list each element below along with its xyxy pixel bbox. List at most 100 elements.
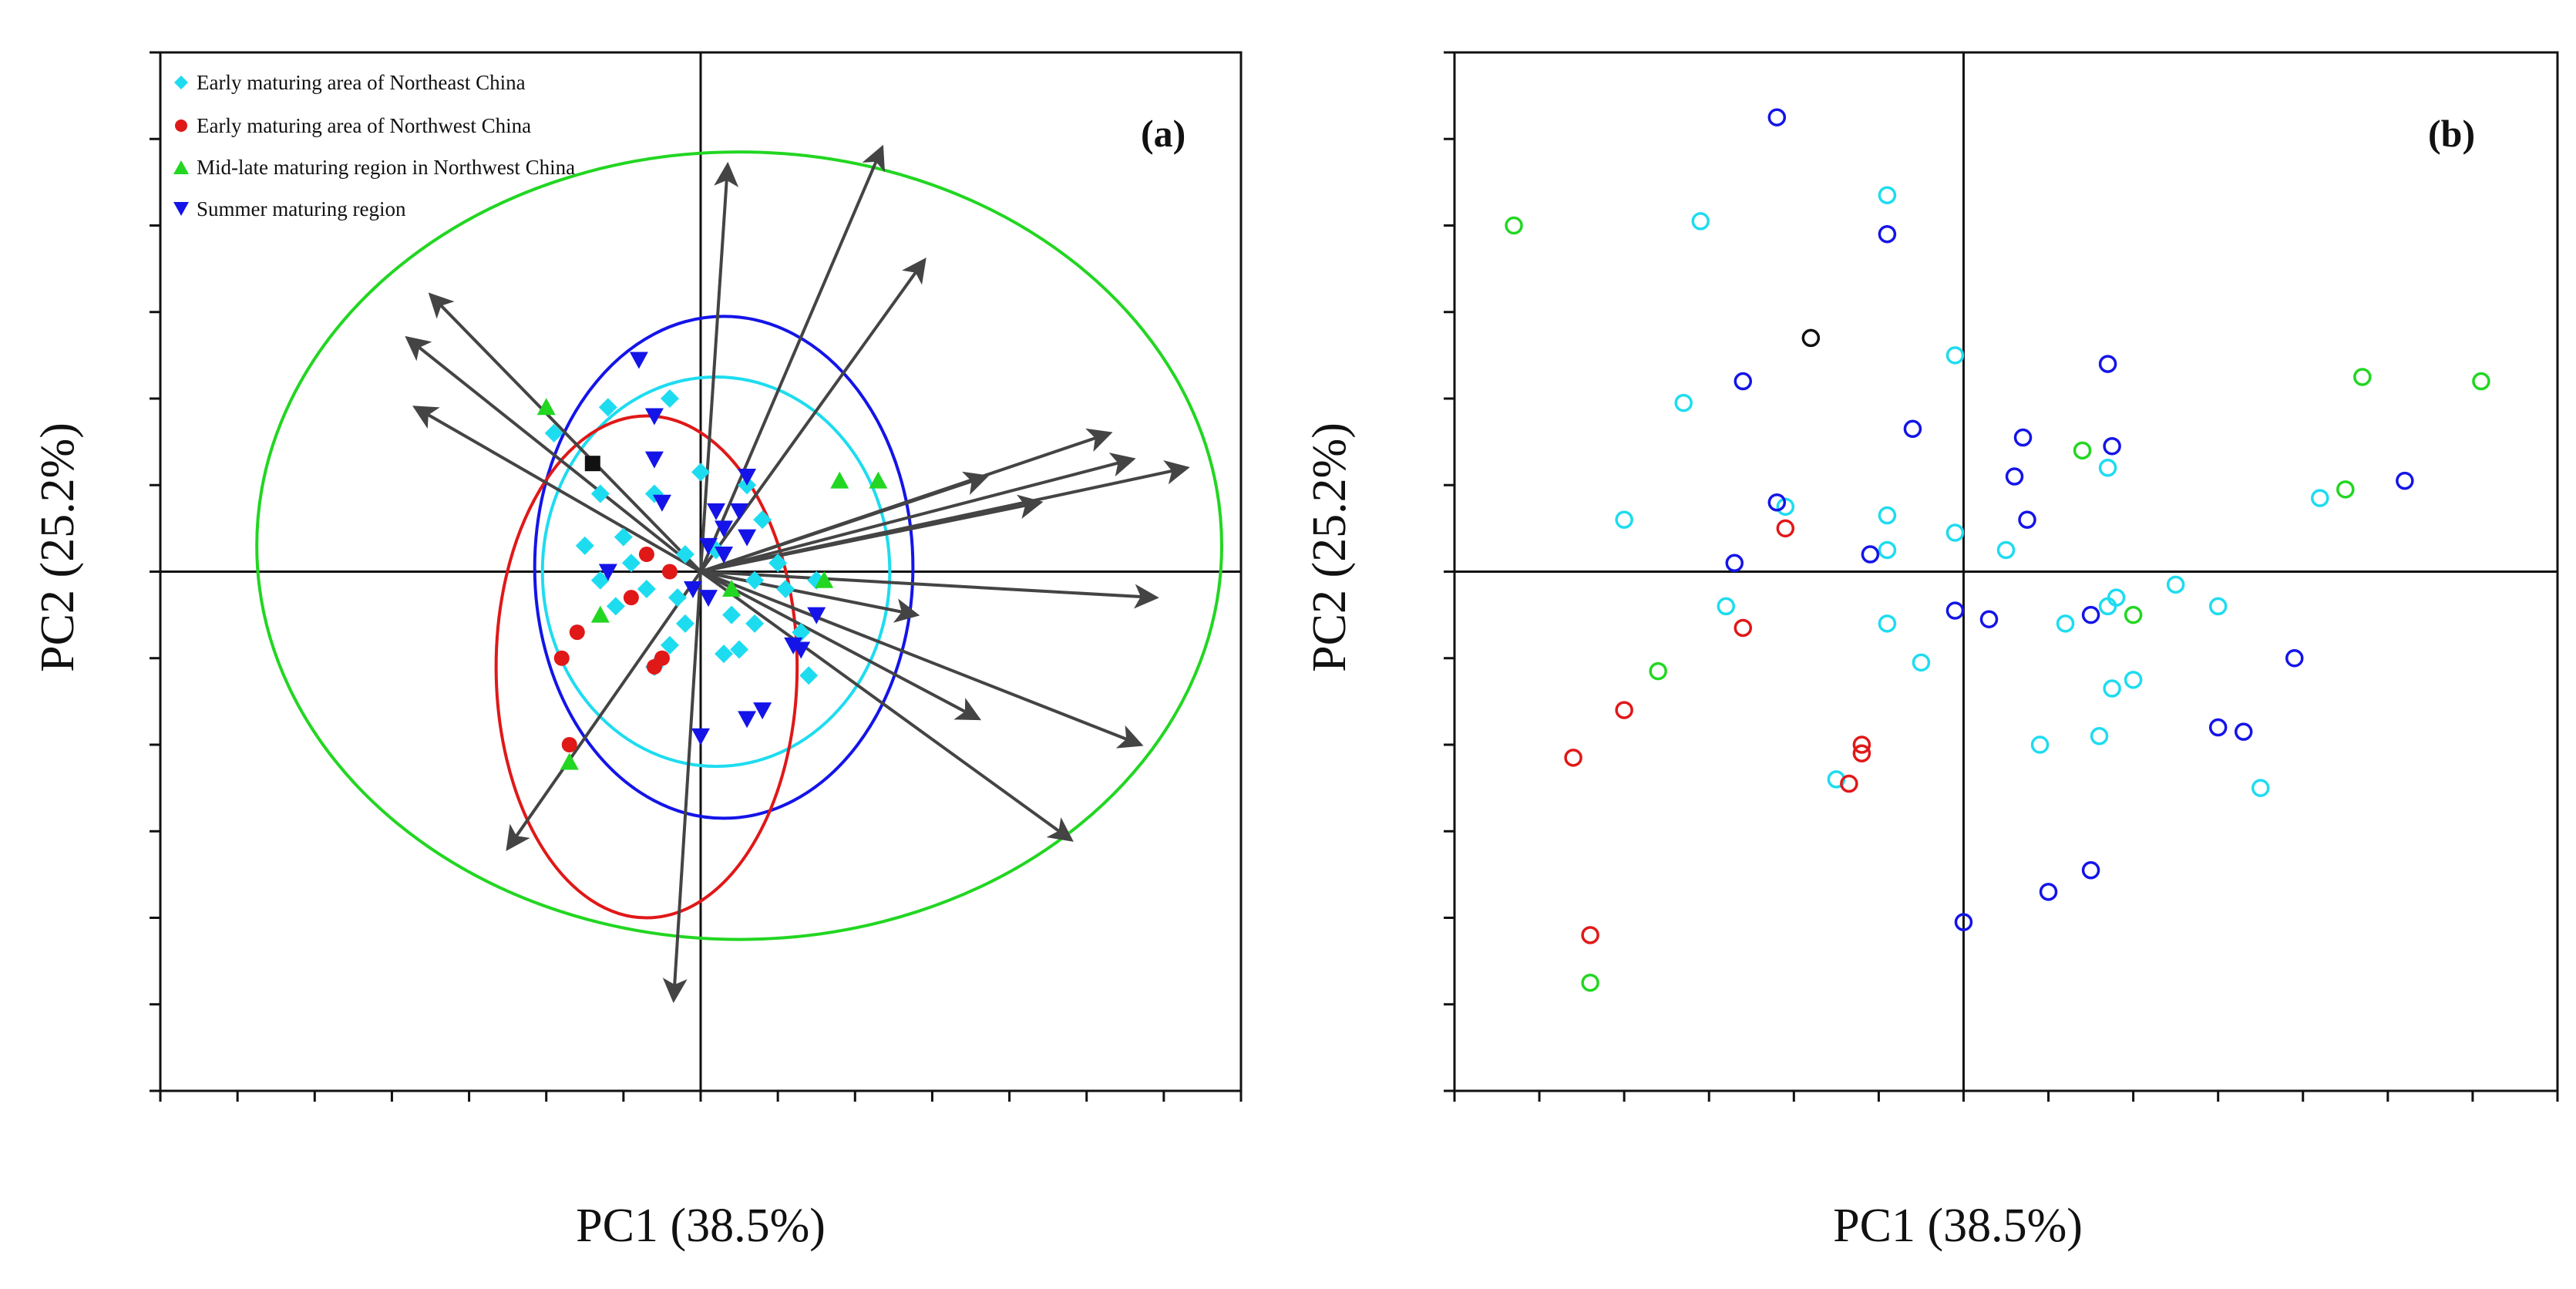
point-northeast [575,536,594,555]
point-northeast [2090,727,2109,745]
point-northwest [1581,926,1599,944]
point-northeast [2208,597,2228,616]
point-northeast [691,463,710,482]
panel-a-x-axis-label: PC1 (38.5%) [576,1200,826,1252]
legend-marker-diamond [174,76,188,89]
loading-arrow-arwd [699,144,886,573]
point-northeast [675,614,694,633]
point-northeast [1945,523,1965,542]
point-northeast [668,588,687,607]
point-summer [1954,913,1973,931]
point-northwest [1734,618,1753,638]
legend-marker-triangle-up [173,160,189,174]
point-northeast [745,570,765,590]
point-summer [2005,467,2024,486]
point-summer [1767,108,1787,126]
point-summer [738,469,757,486]
panel-b: (b) PC1 (38.5%) PC2 (25.2%) [1303,51,2559,1252]
point-northeast [715,644,734,664]
point-midlate [830,471,849,489]
loading-arrow-rsar [405,335,702,574]
loading-arrow-srl [506,570,702,851]
panel-b-y-axis-label: PC2 (25.2%) [1303,422,1356,672]
legend-label-northeast: Early maturing area of Northeast China [197,71,526,94]
point-northwest [561,737,577,752]
point-northwest [1852,744,1871,762]
point-northeast [1717,597,1735,616]
point-summer [730,503,749,520]
panel-a-label: (a) [1141,112,1185,155]
loading-arrow-rgr [700,570,982,721]
point-summer [598,564,617,581]
point-northeast [1674,393,1693,412]
point-other [1801,328,1821,348]
loading-arrow-rsm [700,570,920,623]
point-northeast [745,614,765,633]
point-northeast [544,423,563,443]
point-northeast [614,527,633,547]
legend-label-midlate: Mid-late maturing region in Northwest Ch… [197,156,575,179]
legend-item-summer: Summer maturing region [173,197,406,220]
point-mid-late [1649,661,1667,681]
point-midlate [869,471,888,489]
point-northeast [660,389,679,408]
point-summer [2234,722,2253,741]
point-summer [1979,610,1999,628]
point-summer [2018,510,2036,529]
point-summer [715,520,734,538]
ellipse-blue [533,315,915,820]
point-summer [2098,355,2117,373]
point-mid-late [2124,605,2143,624]
loading-arrow-arld [699,161,739,572]
legend-label-summer: Summer maturing region [197,197,406,220]
panel-a: Early maturing area of Northeast China E… [32,51,1243,1252]
loading-arrow-tra [700,570,1144,749]
point-northwest [1615,701,1633,719]
point-northeast [1945,346,1965,365]
legend-label-northwest: Early maturing area of Northwest China [197,114,531,137]
panel-a-loading-arrows [405,144,1190,1004]
panel-a-y-axis-label: PC2 (25.2%) [32,422,84,672]
point-mid-late [2336,480,2355,499]
point-summer [699,537,718,555]
point-northeast [598,398,617,417]
point-northeast [590,484,610,503]
point-summer [784,637,803,655]
point-northeast [590,570,610,590]
point-summer [1725,554,1744,573]
point-northeast [2103,679,2121,698]
point-summer [1945,601,1965,620]
point-summer [644,408,664,426]
point-other [584,456,600,472]
panel-b-points [1505,108,2490,992]
point-northeast [2098,597,2117,616]
point-summer [2013,428,2033,447]
point-mid-late [2472,372,2490,391]
point-northeast [2056,614,2075,633]
point-mid-late [1581,973,1599,992]
point-summer [2208,718,2228,737]
point-northeast [675,545,694,564]
point-mid-late [1505,216,1523,235]
point-summer [715,547,734,564]
point-northwest [1776,519,1795,538]
point-northeast [799,666,819,685]
panel-a-ellipses [255,150,1223,941]
point-northeast [1996,540,2016,560]
point-summer [699,590,718,607]
point-mid-late [2353,368,2372,386]
point-summer [1767,493,1787,512]
point-summer [807,607,826,624]
point-summer [1734,372,1753,391]
point-northwest [646,658,662,675]
point-northeast [2124,671,2143,689]
point-northeast [1691,212,1710,231]
legend-marker-circle [175,119,187,132]
loading-arrow-rvr [428,292,702,573]
loading-arrow-tdm [700,494,1044,574]
point-northeast [2030,735,2050,754]
loading-arrow-rlr [412,406,701,574]
point-summer [1861,545,1880,564]
legend-item-midlate: Mid-late maturing region in Northwest Ch… [173,156,575,179]
